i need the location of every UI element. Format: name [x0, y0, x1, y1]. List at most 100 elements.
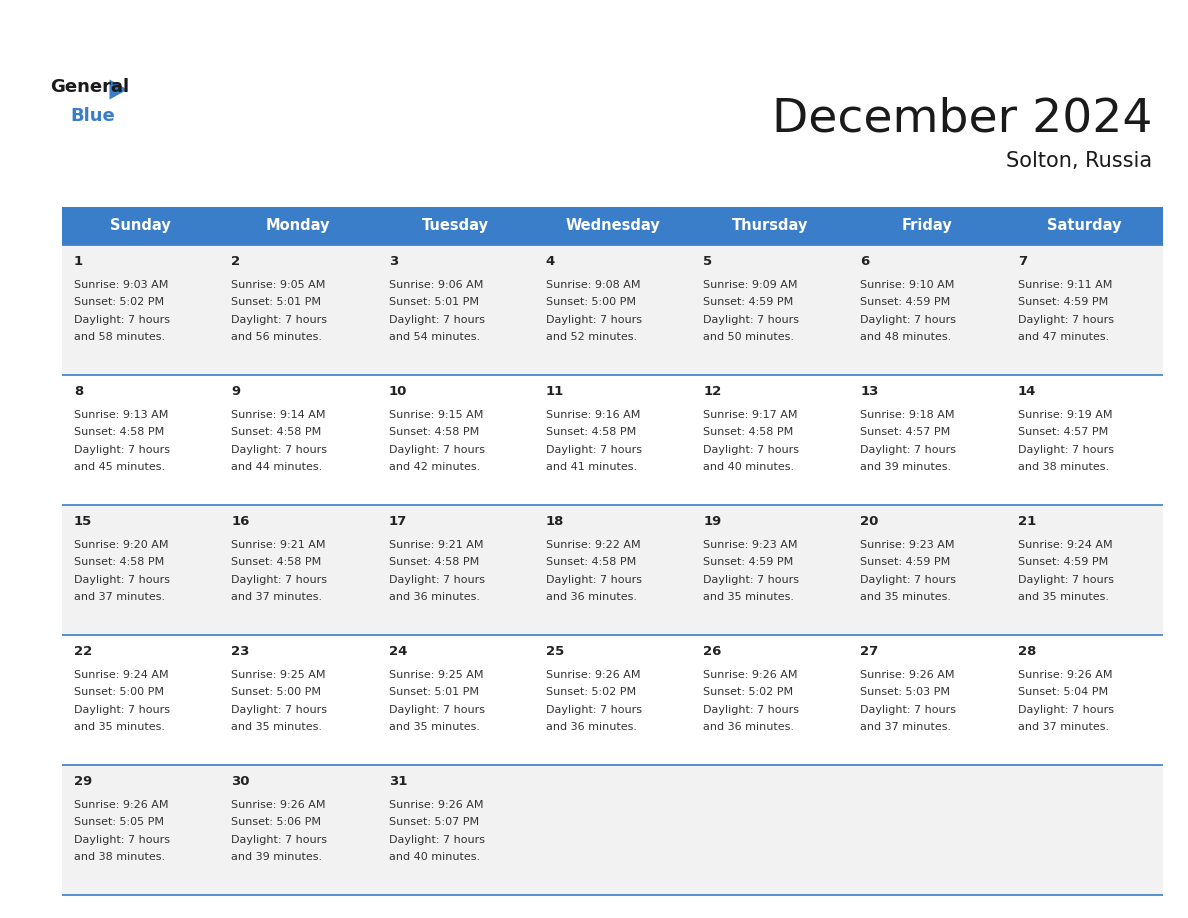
- Text: Sunrise: 9:26 AM: Sunrise: 9:26 AM: [74, 800, 169, 810]
- Text: and 35 minutes.: and 35 minutes.: [232, 722, 322, 733]
- Text: and 41 minutes.: and 41 minutes.: [545, 462, 637, 472]
- Text: Sunset: 5:01 PM: Sunset: 5:01 PM: [232, 297, 321, 307]
- Text: Sunset: 4:59 PM: Sunset: 4:59 PM: [860, 557, 950, 567]
- Text: Daylight: 7 hours: Daylight: 7 hours: [388, 835, 485, 845]
- Bar: [62, 505, 1163, 635]
- Text: Daylight: 7 hours: Daylight: 7 hours: [1018, 705, 1113, 715]
- Text: 11: 11: [545, 385, 564, 397]
- Polygon shape: [109, 80, 127, 99]
- Text: Sunrise: 9:15 AM: Sunrise: 9:15 AM: [388, 409, 484, 420]
- Text: 15: 15: [74, 515, 93, 528]
- Text: Sunset: 5:03 PM: Sunset: 5:03 PM: [860, 688, 950, 698]
- Text: Daylight: 7 hours: Daylight: 7 hours: [545, 444, 642, 454]
- Text: Daylight: 7 hours: Daylight: 7 hours: [232, 705, 327, 715]
- Text: and 38 minutes.: and 38 minutes.: [74, 853, 165, 862]
- Text: Daylight: 7 hours: Daylight: 7 hours: [74, 575, 170, 585]
- Text: Sunset: 4:58 PM: Sunset: 4:58 PM: [703, 427, 794, 437]
- Text: 31: 31: [388, 775, 407, 788]
- Text: Daylight: 7 hours: Daylight: 7 hours: [74, 705, 170, 715]
- Text: Sunset: 4:58 PM: Sunset: 4:58 PM: [74, 557, 164, 567]
- Text: 30: 30: [232, 775, 249, 788]
- Text: Daylight: 7 hours: Daylight: 7 hours: [74, 835, 170, 845]
- Text: Sunset: 5:00 PM: Sunset: 5:00 PM: [232, 688, 321, 698]
- Text: Sunrise: 9:06 AM: Sunrise: 9:06 AM: [388, 280, 484, 289]
- Text: 21: 21: [1018, 515, 1036, 528]
- Text: Sunset: 4:58 PM: Sunset: 4:58 PM: [74, 427, 164, 437]
- Text: Sunrise: 9:26 AM: Sunrise: 9:26 AM: [860, 670, 955, 680]
- Text: 25: 25: [545, 644, 564, 658]
- Text: Sunrise: 9:20 AM: Sunrise: 9:20 AM: [74, 540, 169, 550]
- Text: Sunrise: 9:11 AM: Sunrise: 9:11 AM: [1018, 280, 1112, 289]
- Bar: [62, 765, 1163, 895]
- Text: Daylight: 7 hours: Daylight: 7 hours: [388, 444, 485, 454]
- Text: and 37 minutes.: and 37 minutes.: [232, 592, 322, 602]
- Text: and 39 minutes.: and 39 minutes.: [860, 462, 952, 472]
- Text: Tuesday: Tuesday: [422, 218, 488, 233]
- Text: 19: 19: [703, 515, 721, 528]
- Text: Sunrise: 9:03 AM: Sunrise: 9:03 AM: [74, 280, 169, 289]
- Text: Sunset: 4:58 PM: Sunset: 4:58 PM: [545, 427, 636, 437]
- FancyBboxPatch shape: [848, 207, 1006, 244]
- Text: Sunset: 5:05 PM: Sunset: 5:05 PM: [74, 817, 164, 827]
- Text: and 38 minutes.: and 38 minutes.: [1018, 462, 1108, 472]
- Text: and 58 minutes.: and 58 minutes.: [74, 332, 165, 342]
- Text: Daylight: 7 hours: Daylight: 7 hours: [860, 315, 956, 325]
- Text: and 36 minutes.: and 36 minutes.: [545, 722, 637, 733]
- Text: and 35 minutes.: and 35 minutes.: [703, 592, 794, 602]
- Text: General: General: [50, 78, 129, 96]
- Text: Sunset: 4:58 PM: Sunset: 4:58 PM: [545, 557, 636, 567]
- Text: Sunrise: 9:26 AM: Sunrise: 9:26 AM: [1018, 670, 1112, 680]
- Text: Sunset: 4:58 PM: Sunset: 4:58 PM: [232, 427, 322, 437]
- Text: Daylight: 7 hours: Daylight: 7 hours: [232, 835, 327, 845]
- Text: Sunrise: 9:05 AM: Sunrise: 9:05 AM: [232, 280, 326, 289]
- Text: Sunset: 4:58 PM: Sunset: 4:58 PM: [232, 557, 322, 567]
- Text: Sunrise: 9:10 AM: Sunrise: 9:10 AM: [860, 280, 955, 289]
- Text: Thursday: Thursday: [732, 218, 808, 233]
- Text: Sunset: 4:58 PM: Sunset: 4:58 PM: [388, 427, 479, 437]
- Text: Daylight: 7 hours: Daylight: 7 hours: [545, 705, 642, 715]
- Text: Blue: Blue: [70, 106, 115, 125]
- Text: and 37 minutes.: and 37 minutes.: [1018, 722, 1108, 733]
- Text: Solton, Russia: Solton, Russia: [1006, 151, 1152, 172]
- FancyBboxPatch shape: [377, 207, 533, 244]
- Text: Sunset: 4:57 PM: Sunset: 4:57 PM: [1018, 427, 1108, 437]
- FancyBboxPatch shape: [691, 207, 848, 244]
- Text: Sunset: 4:59 PM: Sunset: 4:59 PM: [860, 297, 950, 307]
- Text: and 37 minutes.: and 37 minutes.: [74, 592, 165, 602]
- Text: Daylight: 7 hours: Daylight: 7 hours: [860, 444, 956, 454]
- FancyBboxPatch shape: [62, 207, 220, 244]
- Text: 12: 12: [703, 385, 721, 397]
- Text: and 35 minutes.: and 35 minutes.: [860, 592, 952, 602]
- Text: 26: 26: [703, 644, 721, 658]
- Text: Daylight: 7 hours: Daylight: 7 hours: [703, 444, 800, 454]
- Text: 24: 24: [388, 644, 407, 658]
- Text: 10: 10: [388, 385, 407, 397]
- Text: 27: 27: [860, 644, 879, 658]
- Text: Sunday: Sunday: [110, 218, 171, 233]
- Text: Daylight: 7 hours: Daylight: 7 hours: [860, 575, 956, 585]
- Text: 7: 7: [1018, 254, 1026, 267]
- Text: 2: 2: [232, 254, 240, 267]
- Text: Sunset: 4:59 PM: Sunset: 4:59 PM: [703, 557, 794, 567]
- Text: Sunrise: 9:18 AM: Sunrise: 9:18 AM: [860, 409, 955, 420]
- Text: Wednesday: Wednesday: [565, 218, 659, 233]
- Text: Sunrise: 9:25 AM: Sunrise: 9:25 AM: [232, 670, 326, 680]
- Text: Daylight: 7 hours: Daylight: 7 hours: [74, 315, 170, 325]
- Text: 6: 6: [860, 254, 870, 267]
- Text: and 37 minutes.: and 37 minutes.: [860, 722, 952, 733]
- Text: Sunrise: 9:23 AM: Sunrise: 9:23 AM: [703, 540, 797, 550]
- Text: Sunrise: 9:24 AM: Sunrise: 9:24 AM: [1018, 540, 1112, 550]
- Text: and 35 minutes.: and 35 minutes.: [388, 722, 480, 733]
- Text: Daylight: 7 hours: Daylight: 7 hours: [232, 315, 327, 325]
- Text: Sunrise: 9:19 AM: Sunrise: 9:19 AM: [1018, 409, 1112, 420]
- Text: and 42 minutes.: and 42 minutes.: [388, 462, 480, 472]
- Text: Daylight: 7 hours: Daylight: 7 hours: [860, 705, 956, 715]
- Text: and 36 minutes.: and 36 minutes.: [388, 592, 480, 602]
- Bar: [62, 375, 1163, 505]
- Text: Sunset: 5:00 PM: Sunset: 5:00 PM: [545, 297, 636, 307]
- Text: and 40 minutes.: and 40 minutes.: [388, 853, 480, 862]
- Text: December 2024: December 2024: [772, 96, 1152, 141]
- Text: and 47 minutes.: and 47 minutes.: [1018, 332, 1108, 342]
- Text: and 39 minutes.: and 39 minutes.: [232, 853, 322, 862]
- Text: 23: 23: [232, 644, 249, 658]
